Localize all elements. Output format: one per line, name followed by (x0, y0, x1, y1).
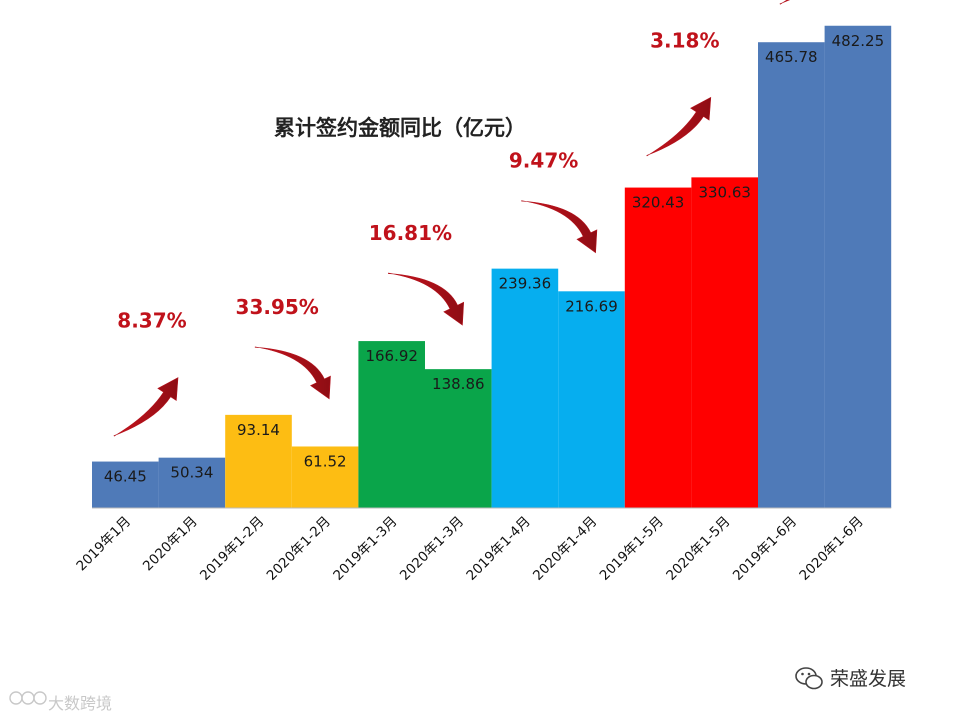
wechat-icon (795, 667, 823, 690)
bar-value-label: 166.92 (365, 347, 418, 365)
trend-arrow-4 (521, 200, 598, 254)
arrows-layer (113, 0, 790, 437)
bar-8 (558, 291, 625, 508)
trend-arrow-6 (779, 0, 790, 5)
x-tick-label: 2020年1-6月 (796, 514, 866, 584)
change-label: 16.81% (369, 221, 452, 245)
bar-5 (358, 341, 425, 508)
bar-7 (491, 268, 559, 508)
chart-title: 累计签约金额同比（亿元） (274, 115, 526, 140)
bars-layer (92, 25, 892, 508)
bar-1 (92, 461, 159, 508)
x-tick-label: 2020年1-3月 (397, 514, 467, 584)
bar-11 (758, 42, 825, 508)
bar-value-label: 50.34 (170, 464, 213, 482)
labels-layer: 46.45 50.34 93.14 61.52 166.92 138.86 239.36 21… (104, 28, 885, 486)
bar-value-label: 482.25 (832, 32, 885, 50)
bar-value-label: 46.45 (104, 468, 147, 486)
x-tick-label: 2019年1-2月 (197, 514, 267, 584)
logo-icon (9, 691, 47, 705)
x-tick-label: 2020年1-2月 (264, 514, 334, 584)
bar-value-label: 330.63 (698, 183, 751, 201)
bar-9 (624, 187, 692, 508)
bar-10 (691, 177, 758, 508)
watermark-layer: 荣盛发展 大数跨境 (9, 667, 906, 713)
bar-value-label: 465.78 (765, 48, 818, 66)
change-label: 8.37% (117, 309, 186, 333)
x-tick-label: 2020年1月 (140, 514, 201, 575)
x-tick-label: 2019年1-5月 (597, 514, 667, 584)
bar-6 (425, 369, 492, 508)
change-label: 9.47% (509, 149, 578, 173)
bar-3 (225, 414, 292, 508)
trend-arrow-5 (646, 96, 712, 157)
bar-value-label: 239.36 (499, 275, 552, 293)
bar-value-label: 320.43 (632, 194, 685, 212)
bar-value-label: 61.52 (304, 452, 347, 470)
watermark-right: 荣盛发展 (830, 668, 906, 690)
x-tick-label: 2020年1-4月 (530, 514, 600, 584)
x-tick-label: 2020年1-5月 (663, 514, 733, 584)
ticks-layer: 2019年1月 2020年1月2019年1-2月2020年1-2月2019年1-3… (73, 507, 892, 584)
bar-2 (158, 457, 226, 508)
bar-value-label: 216.69 (565, 297, 618, 315)
x-tick-label: 2019年1-3月 (330, 514, 400, 584)
bar-12 (824, 25, 892, 508)
x-tick-label: 2019年1月 (73, 514, 134, 575)
watermark-left: 大数跨境 (48, 694, 112, 713)
bar-4 (291, 446, 359, 508)
trend-arrow-3 (388, 272, 465, 326)
change-label: 33.95% (236, 295, 319, 319)
bar-value-label: 138.86 (432, 375, 485, 393)
change-label: 3.18% (650, 28, 719, 52)
trend-arrow-2 (254, 346, 331, 400)
x-tick-label: 2019年1-4月 (463, 514, 533, 584)
bar-value-label: 93.14 (237, 421, 280, 439)
trend-arrow-1 (113, 377, 179, 437)
x-tick-label: 2019年1-6月 (730, 514, 800, 584)
